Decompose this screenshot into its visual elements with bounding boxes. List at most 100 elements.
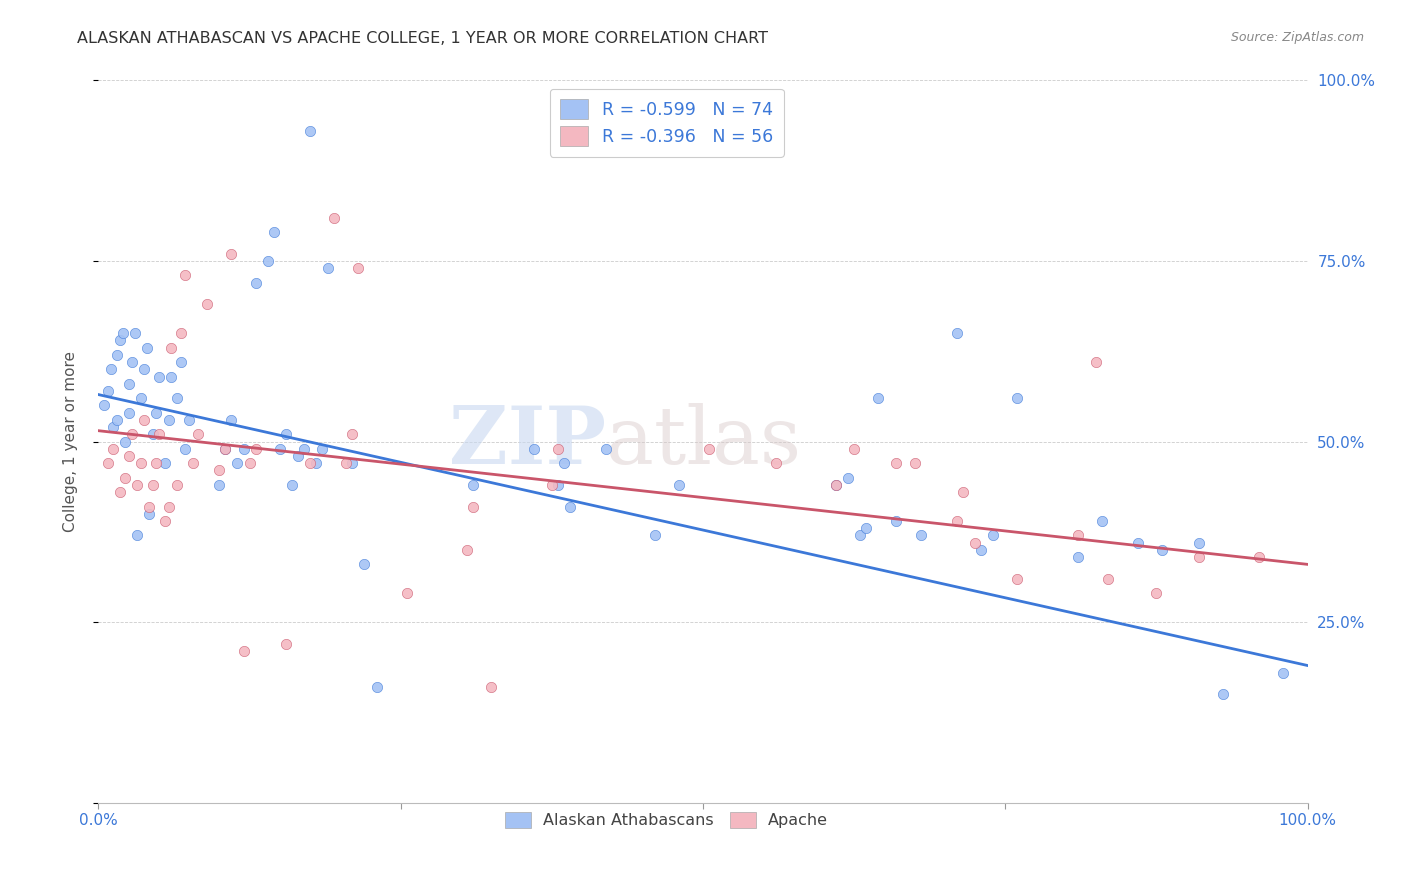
Point [1212, 687, 1234, 701]
Point [138, 500, 160, 514]
Point [214, 442, 236, 456]
Point [157, 500, 180, 514]
Point [558, 500, 581, 514]
Point [153, 456, 176, 470]
Point [946, 514, 969, 528]
Point [946, 326, 969, 340]
Point [114, 434, 136, 449]
Point [166, 391, 188, 405]
Point [540, 478, 562, 492]
Point [145, 406, 167, 420]
Point [256, 253, 278, 268]
Point [160, 341, 183, 355]
Point [134, 413, 156, 427]
Point [208, 478, 231, 492]
Point [174, 442, 197, 456]
Point [855, 521, 877, 535]
Point [148, 427, 170, 442]
Point [463, 478, 485, 492]
Point [274, 637, 297, 651]
Point [124, 326, 146, 340]
Point [1067, 550, 1090, 565]
Point [366, 680, 388, 694]
Point [108, 485, 131, 500]
Point [118, 376, 141, 391]
Point [1128, 535, 1150, 549]
Point [108, 334, 131, 348]
Point [101, 442, 124, 456]
Point [825, 478, 848, 492]
Point [292, 442, 315, 456]
Point [981, 528, 1004, 542]
Point [844, 442, 866, 456]
Point [142, 427, 165, 442]
Point [174, 268, 197, 283]
Point [166, 478, 188, 492]
Point [153, 514, 176, 528]
Point [1007, 391, 1029, 405]
Point [127, 478, 149, 492]
Point [138, 507, 160, 521]
Point [323, 211, 346, 225]
Point [395, 586, 418, 600]
Point [910, 528, 932, 542]
Point [145, 456, 167, 470]
Point [644, 528, 666, 542]
Point [245, 276, 267, 290]
Point [121, 355, 143, 369]
Point [121, 427, 143, 442]
Point [837, 470, 859, 484]
Point [347, 261, 370, 276]
Point [311, 442, 333, 456]
Point [232, 442, 254, 456]
Point [342, 456, 364, 470]
Point [553, 456, 575, 470]
Point [299, 124, 322, 138]
Point [101, 420, 124, 434]
Point [100, 362, 122, 376]
Point [886, 514, 908, 528]
Point [456, 542, 478, 557]
Point [263, 225, 285, 239]
Point [127, 528, 149, 542]
Point [547, 478, 569, 492]
Point [111, 326, 134, 340]
Point [523, 442, 546, 456]
Point [463, 500, 485, 514]
Point [208, 463, 231, 477]
Point [274, 427, 297, 442]
Y-axis label: College, 1 year or more: College, 1 year or more [63, 351, 77, 532]
Point [157, 413, 180, 427]
Point [1152, 542, 1174, 557]
Point [287, 449, 309, 463]
Point [135, 341, 157, 355]
Point [93, 398, 115, 412]
Point [114, 470, 136, 484]
Point [232, 644, 254, 658]
Point [97, 456, 120, 470]
Point [965, 535, 987, 549]
Point [1188, 550, 1211, 565]
Point [547, 442, 569, 456]
Point [160, 369, 183, 384]
Text: atlas: atlas [606, 402, 801, 481]
Point [825, 478, 848, 492]
Point [129, 456, 152, 470]
Point [342, 427, 364, 442]
Point [118, 406, 141, 420]
Text: Source: ZipAtlas.com: Source: ZipAtlas.com [1230, 31, 1364, 45]
Point [765, 456, 787, 470]
Text: ZIP: ZIP [450, 402, 606, 481]
Point [221, 413, 243, 427]
Point [904, 456, 927, 470]
Point [187, 427, 209, 442]
Point [952, 485, 974, 500]
Point [221, 246, 243, 260]
Point [1272, 665, 1295, 680]
Point [195, 297, 218, 311]
Point [118, 449, 141, 463]
Point [668, 478, 690, 492]
Point [595, 442, 617, 456]
Point [1007, 572, 1029, 586]
Point [305, 456, 328, 470]
